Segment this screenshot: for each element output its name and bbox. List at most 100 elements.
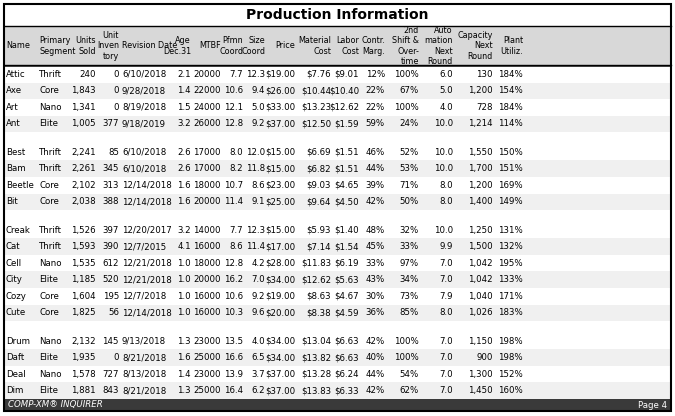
Text: Core: Core xyxy=(39,181,59,190)
Text: 1,450: 1,450 xyxy=(468,386,493,395)
Text: 54%: 54% xyxy=(400,370,419,379)
Bar xyxy=(4,366,671,382)
Text: 10.6: 10.6 xyxy=(224,292,243,301)
Text: 1,535: 1,535 xyxy=(72,259,96,267)
Text: 1,593: 1,593 xyxy=(72,242,96,251)
Text: 132%: 132% xyxy=(498,242,523,251)
Text: 26000: 26000 xyxy=(194,119,221,129)
Text: Age
Dec.31: Age Dec.31 xyxy=(163,37,191,55)
Text: 11.4: 11.4 xyxy=(246,242,265,251)
Text: 133%: 133% xyxy=(498,275,523,284)
Bar xyxy=(4,288,671,305)
Text: 8.6: 8.6 xyxy=(251,181,265,190)
Text: 8.0: 8.0 xyxy=(230,148,243,157)
Text: 73%: 73% xyxy=(400,292,419,301)
Text: 17000: 17000 xyxy=(194,164,221,173)
Text: 1.0: 1.0 xyxy=(178,259,191,267)
Text: 100%: 100% xyxy=(394,70,419,79)
Text: Page 4: Page 4 xyxy=(638,401,667,409)
Text: 1.0: 1.0 xyxy=(178,308,191,317)
Text: $6.63: $6.63 xyxy=(334,337,359,346)
Text: $9.01: $9.01 xyxy=(335,70,359,79)
Text: $4.59: $4.59 xyxy=(335,308,359,317)
Text: 0: 0 xyxy=(113,70,119,79)
Text: $8.38: $8.38 xyxy=(306,308,331,317)
Text: Contr.
Marg.: Contr. Marg. xyxy=(361,37,385,55)
Text: 85%: 85% xyxy=(400,308,419,317)
Text: $6.69: $6.69 xyxy=(306,148,331,157)
Text: 17000: 17000 xyxy=(194,148,221,157)
Text: $12.62: $12.62 xyxy=(301,275,331,284)
Text: 12.8: 12.8 xyxy=(224,259,243,267)
Text: Name: Name xyxy=(6,42,30,50)
Text: $28.00: $28.00 xyxy=(265,259,295,267)
Text: 1,150: 1,150 xyxy=(468,337,493,346)
Text: 39%: 39% xyxy=(366,181,385,190)
Bar xyxy=(4,271,671,288)
Text: 3.7: 3.7 xyxy=(251,370,265,379)
Text: 1.3: 1.3 xyxy=(178,386,191,395)
Text: $37.00: $37.00 xyxy=(265,386,295,395)
Text: 4.1: 4.1 xyxy=(178,242,191,251)
Text: Deal: Deal xyxy=(6,370,26,379)
Text: 1.4: 1.4 xyxy=(178,87,191,95)
Bar xyxy=(4,321,671,333)
Text: 24000: 24000 xyxy=(194,103,221,112)
Text: Drum: Drum xyxy=(6,337,30,346)
Text: Nano: Nano xyxy=(39,337,61,346)
Text: 50%: 50% xyxy=(400,197,419,206)
Text: 1,185: 1,185 xyxy=(72,275,96,284)
Text: 2.1: 2.1 xyxy=(178,70,191,79)
Text: Core: Core xyxy=(39,87,59,95)
Text: 12.3: 12.3 xyxy=(246,70,265,79)
Text: 10.0: 10.0 xyxy=(434,148,453,157)
Text: $26.00: $26.00 xyxy=(265,87,295,95)
Text: 42%: 42% xyxy=(366,197,385,206)
Text: Cozy: Cozy xyxy=(6,292,27,301)
Text: $6.63: $6.63 xyxy=(334,353,359,362)
Text: 9/28/2018: 9/28/2018 xyxy=(122,87,166,95)
Text: 3.2: 3.2 xyxy=(178,225,191,235)
Text: 1,042: 1,042 xyxy=(468,259,493,267)
Text: 22%: 22% xyxy=(366,87,385,95)
Text: 11.4: 11.4 xyxy=(224,197,243,206)
Text: 152%: 152% xyxy=(498,370,523,379)
Text: 71%: 71% xyxy=(400,181,419,190)
Text: $12.62: $12.62 xyxy=(329,103,359,112)
Text: $11.83: $11.83 xyxy=(301,259,331,267)
Text: 397: 397 xyxy=(103,225,119,235)
Text: 13.9: 13.9 xyxy=(224,370,243,379)
Text: 2.6: 2.6 xyxy=(178,148,191,157)
Text: 12.0: 12.0 xyxy=(246,148,265,157)
Text: 67%: 67% xyxy=(400,87,419,95)
Text: $34.00: $34.00 xyxy=(265,275,295,284)
Text: 1,578: 1,578 xyxy=(72,370,96,379)
Text: 1,341: 1,341 xyxy=(72,103,96,112)
Text: 843: 843 xyxy=(103,386,119,395)
Text: 32%: 32% xyxy=(400,225,419,235)
Text: 7.0: 7.0 xyxy=(439,275,453,284)
Text: 8/21/2018: 8/21/2018 xyxy=(122,386,166,395)
Text: 12.8: 12.8 xyxy=(224,119,243,129)
Text: $4.67: $4.67 xyxy=(334,292,359,301)
Bar xyxy=(4,238,671,255)
Text: $8.63: $8.63 xyxy=(306,292,331,301)
Text: Production Information: Production Information xyxy=(246,8,429,22)
Text: 5.0: 5.0 xyxy=(439,87,453,95)
Text: 1,526: 1,526 xyxy=(72,225,96,235)
Text: 1,300: 1,300 xyxy=(468,370,493,379)
Text: 2.6: 2.6 xyxy=(178,164,191,173)
Text: 20000: 20000 xyxy=(194,197,221,206)
Text: $13.04: $13.04 xyxy=(301,337,331,346)
Text: $7.76: $7.76 xyxy=(306,70,331,79)
Text: Auto
mation
Next
Round: Auto mation Next Round xyxy=(425,27,453,66)
Text: Attic: Attic xyxy=(6,70,26,79)
Text: $1.54: $1.54 xyxy=(334,242,359,251)
Bar xyxy=(4,132,671,144)
Text: Material
Cost: Material Cost xyxy=(298,37,331,55)
Text: 14000: 14000 xyxy=(194,225,221,235)
Text: 0: 0 xyxy=(113,87,119,95)
Text: $1.40: $1.40 xyxy=(334,225,359,235)
Text: 30%: 30% xyxy=(366,292,385,301)
Text: Price: Price xyxy=(275,42,295,50)
